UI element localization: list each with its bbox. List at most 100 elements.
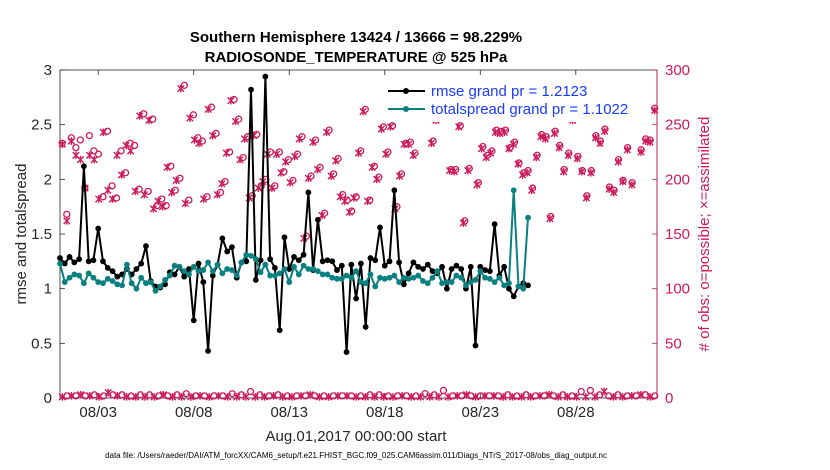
point-totalspread [57, 260, 63, 267]
point-rmse [95, 225, 102, 232]
obs-possible-marker [81, 392, 89, 400]
obs-assimilated-marker [286, 178, 294, 187]
obs-assimilated-marker [386, 123, 395, 131]
y-tick-label-right: 300 [665, 62, 690, 79]
point-totalspread [486, 275, 493, 282]
obs-assimilated-marker [573, 154, 581, 163]
obs-assimilated-marker [318, 211, 326, 220]
point-rmse [410, 259, 417, 266]
obs-assimilated-marker [227, 96, 235, 105]
obs-possible-marker [379, 123, 388, 131]
point-totalspread [181, 268, 188, 275]
point-totalspread [104, 275, 111, 282]
point-rmse [243, 258, 250, 265]
point-totalspread [128, 280, 135, 287]
obs-possible-marker [586, 386, 595, 395]
point-totalspread [434, 268, 441, 275]
point-totalspread [415, 272, 422, 279]
obs-possible-marker [485, 392, 494, 400]
obs-assimilated-marker [90, 155, 98, 164]
point-rmse [391, 187, 398, 194]
point-totalspread [467, 279, 474, 286]
obs-possible-marker [135, 185, 143, 193]
x-tick-label: 08/28 [557, 404, 595, 421]
chart-title: Southern Hemisphere 13424 / 13666 = 98.2… [190, 29, 522, 46]
y-axis-right: 0 50 100 150 200 250 300 [652, 62, 690, 407]
obs-assimilated-marker [327, 172, 335, 180]
plot-area [59, 69, 658, 399]
obs-possible-marker [117, 147, 125, 155]
obs-possible-marker [375, 173, 383, 181]
point-rmse [443, 285, 450, 292]
point-rmse [80, 163, 87, 170]
point-totalspread [334, 275, 340, 282]
point-rmse [525, 282, 531, 289]
obs-assimilated-marker [104, 186, 112, 195]
y-tick-label-right: 100 [665, 281, 690, 298]
obs-assimilated-marker [222, 149, 231, 157]
obs-assimilated-marker [195, 139, 203, 148]
point-totalspread [229, 267, 235, 273]
point-rmse [229, 244, 235, 251]
point-totalspread [272, 272, 278, 279]
obs-assimilated-marker [277, 168, 285, 177]
point-rmse [429, 268, 436, 275]
point-totalspread [291, 263, 297, 270]
y-tick-label-right: 250 [665, 117, 690, 134]
obs-assimilated-marker [550, 129, 559, 138]
point-totalspread [496, 274, 503, 281]
point-rmse [85, 258, 92, 265]
obs-assimilated-marker [304, 174, 313, 183]
obs-assimilated-marker [582, 194, 591, 202]
obs-assimilated-marker [373, 175, 381, 184]
obs-assimilated-marker [537, 132, 545, 141]
footnote: data file: /Users/raeder/DAI/ATM_forcXX/… [105, 451, 607, 460]
obs-possible-marker [577, 387, 585, 396]
obs-assimilated-marker [218, 179, 226, 188]
obs-possible-marker [384, 148, 392, 156]
point-rmse [195, 260, 202, 267]
obs-assimilated-marker [204, 105, 212, 114]
obs-assimilated-marker [532, 153, 540, 162]
point-totalspread [224, 266, 231, 272]
obs-possible-marker [130, 141, 139, 150]
point-totalspread [357, 279, 364, 286]
point-rmse [501, 263, 508, 270]
obs-assimilated-marker [332, 156, 340, 165]
point-rmse [329, 258, 336, 265]
obs-assimilated-marker [486, 149, 495, 157]
point-rmse [305, 189, 312, 196]
point-totalspread [319, 271, 326, 278]
point-totalspread [329, 274, 336, 281]
obs-assimilated-marker [108, 195, 117, 203]
obs-assimilated-marker [63, 217, 71, 225]
obs-possible-marker [94, 150, 103, 158]
point-totalspread [377, 274, 383, 281]
obs-possible-marker [246, 387, 255, 396]
point-totalspread [515, 283, 522, 290]
point-rmse [357, 260, 364, 267]
obs-assimilated-marker [582, 393, 590, 401]
point-totalspread [477, 268, 484, 275]
chart-subtitle: RADIOSONDE_TEMPERATURE @ 525 hPa [205, 49, 508, 66]
point-rmse [467, 263, 474, 270]
obs-assimilated-marker [313, 165, 322, 174]
obs-possible-marker [76, 136, 85, 144]
point-totalspread [386, 274, 393, 281]
point-totalspread [133, 285, 140, 292]
point-totalspread [209, 268, 216, 275]
obs-possible-marker [361, 105, 369, 114]
legend-box [387, 80, 649, 122]
point-rmse [424, 261, 431, 268]
obs-assimilated-marker [619, 177, 627, 186]
point-totalspread [463, 282, 469, 289]
point-totalspread [171, 262, 178, 269]
obs-assimilated-marker [605, 185, 613, 193]
obs-assimilated-marker [131, 187, 139, 196]
point-totalspread [510, 187, 517, 194]
point-rmse [104, 264, 111, 271]
obs-assimilated-marker [117, 171, 126, 179]
point-rmse [448, 266, 455, 272]
point-totalspread [267, 272, 274, 279]
